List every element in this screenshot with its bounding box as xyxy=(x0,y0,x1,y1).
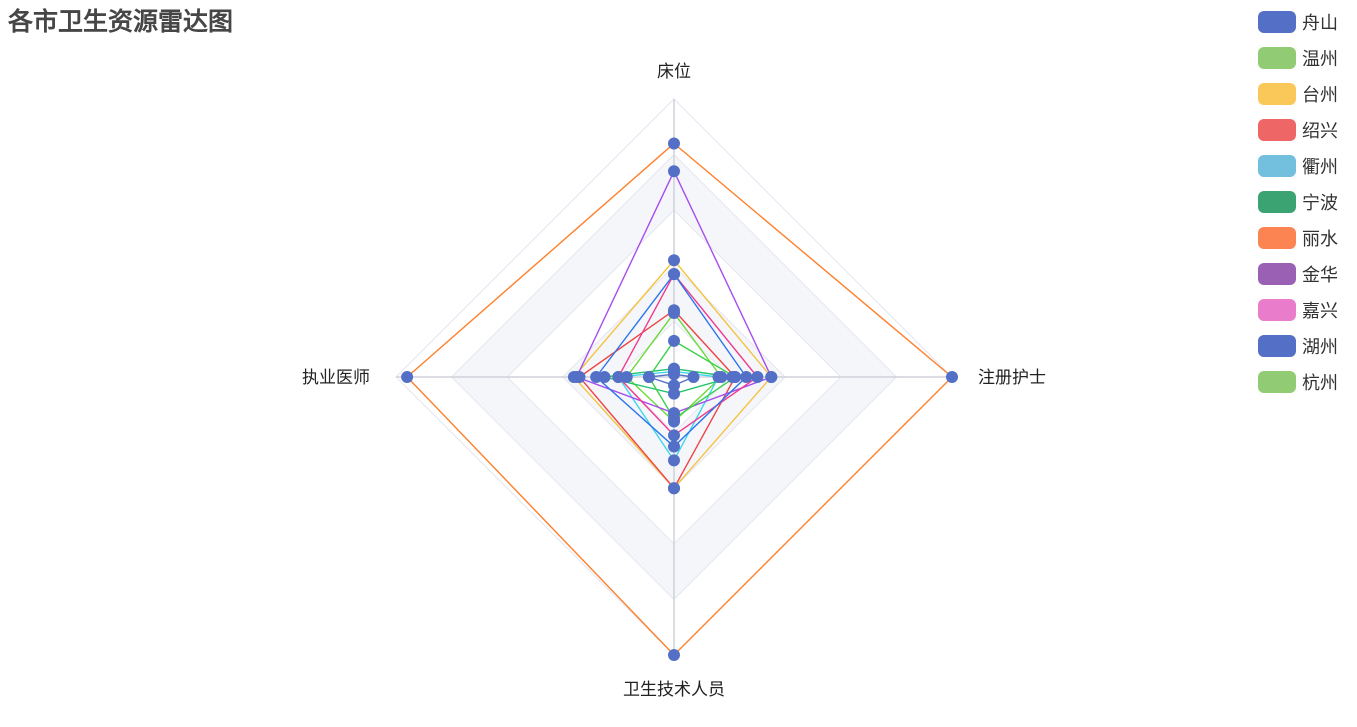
legend-swatch xyxy=(1258,335,1296,357)
legend-item-宁波[interactable]: 宁波 xyxy=(1258,184,1354,220)
legend-swatch xyxy=(1258,263,1296,285)
series-point-嘉兴-2 xyxy=(668,429,680,442)
series-point-绍兴-0 xyxy=(668,304,680,317)
series-point-衢州-2 xyxy=(668,454,680,467)
legend-label: 温州 xyxy=(1302,49,1338,70)
axis-label-0: 床位 xyxy=(657,62,691,82)
series-point-湖州-0 xyxy=(668,268,680,281)
legend-label: 杭州 xyxy=(1302,373,1338,394)
axis-label-3: 执业医师 xyxy=(302,368,370,388)
legend-label: 台州 xyxy=(1302,85,1338,106)
series-point-金华-3 xyxy=(570,371,583,383)
legend-label: 舟山 xyxy=(1302,13,1338,34)
legend-item-衢州[interactable]: 衢州 xyxy=(1258,148,1354,184)
legend-swatch xyxy=(1258,47,1296,69)
legend-item-杭州[interactable]: 杭州 xyxy=(1258,364,1354,400)
series-point-金华-1 xyxy=(765,371,778,383)
legend-label: 丽水 xyxy=(1302,229,1338,250)
series-point-舟山-1 xyxy=(687,371,700,383)
legend-label: 金华 xyxy=(1302,265,1338,286)
legend-label: 嘉兴 xyxy=(1302,301,1338,322)
series-point-丽水-0 xyxy=(668,137,680,150)
legend-item-金华[interactable]: 金华 xyxy=(1258,256,1354,292)
legend-swatch xyxy=(1258,371,1296,393)
series-point-衢州-1 xyxy=(712,371,725,383)
legend-label: 宁波 xyxy=(1302,193,1338,214)
axis-label-2: 卫生技术人员 xyxy=(623,680,725,700)
series-point-杭州-1 xyxy=(729,371,742,383)
series-point-杭州-0 xyxy=(668,334,680,347)
legend-label: 衢州 xyxy=(1302,157,1338,178)
axis-label-1: 注册护士 xyxy=(978,368,1046,388)
series-point-嘉兴-3 xyxy=(612,371,625,383)
series-point-金华-0 xyxy=(668,165,680,178)
series-point-嘉兴-1 xyxy=(751,371,764,383)
series-point-杭州-3 xyxy=(642,371,655,383)
legend-item-温州[interactable]: 温州 xyxy=(1258,40,1354,76)
series-point-湖州-3 xyxy=(590,371,603,383)
legend-swatch xyxy=(1258,11,1296,33)
legend: 舟山温州台州绍兴衢州宁波丽水金华嘉兴湖州杭州 xyxy=(1258,4,1354,400)
legend-item-湖州[interactable]: 湖州 xyxy=(1258,328,1354,364)
legend-swatch xyxy=(1258,227,1296,249)
legend-swatch xyxy=(1258,299,1296,321)
chart-title: 各市卫生资源雷达图 xyxy=(8,7,234,36)
series-point-丽水-3 xyxy=(401,371,414,383)
series-point-湖州-1 xyxy=(740,371,753,383)
series-point-杭州-2 xyxy=(668,412,680,425)
legend-item-嘉兴[interactable]: 嘉兴 xyxy=(1258,292,1354,328)
legend-swatch xyxy=(1258,119,1296,141)
legend-item-舟山[interactable]: 舟山 xyxy=(1258,4,1354,40)
legend-item-台州[interactable]: 台州 xyxy=(1258,76,1354,112)
legend-item-丽水[interactable]: 丽水 xyxy=(1258,220,1354,256)
legend-swatch xyxy=(1258,155,1296,177)
series-point-湖州-2 xyxy=(668,440,680,453)
series-point-绍兴-2 xyxy=(668,482,680,495)
series-point-台州-0 xyxy=(668,254,680,267)
series-point-丽水-1 xyxy=(946,371,958,383)
series-point-宁波-0 xyxy=(668,362,680,375)
legend-item-绍兴[interactable]: 绍兴 xyxy=(1258,112,1354,148)
legend-label: 湖州 xyxy=(1302,337,1338,358)
series-point-宁波-2 xyxy=(668,387,680,400)
series-point-丽水-2 xyxy=(668,649,680,661)
legend-swatch xyxy=(1258,191,1296,213)
legend-swatch xyxy=(1258,83,1296,105)
legend-label: 绍兴 xyxy=(1302,121,1338,142)
